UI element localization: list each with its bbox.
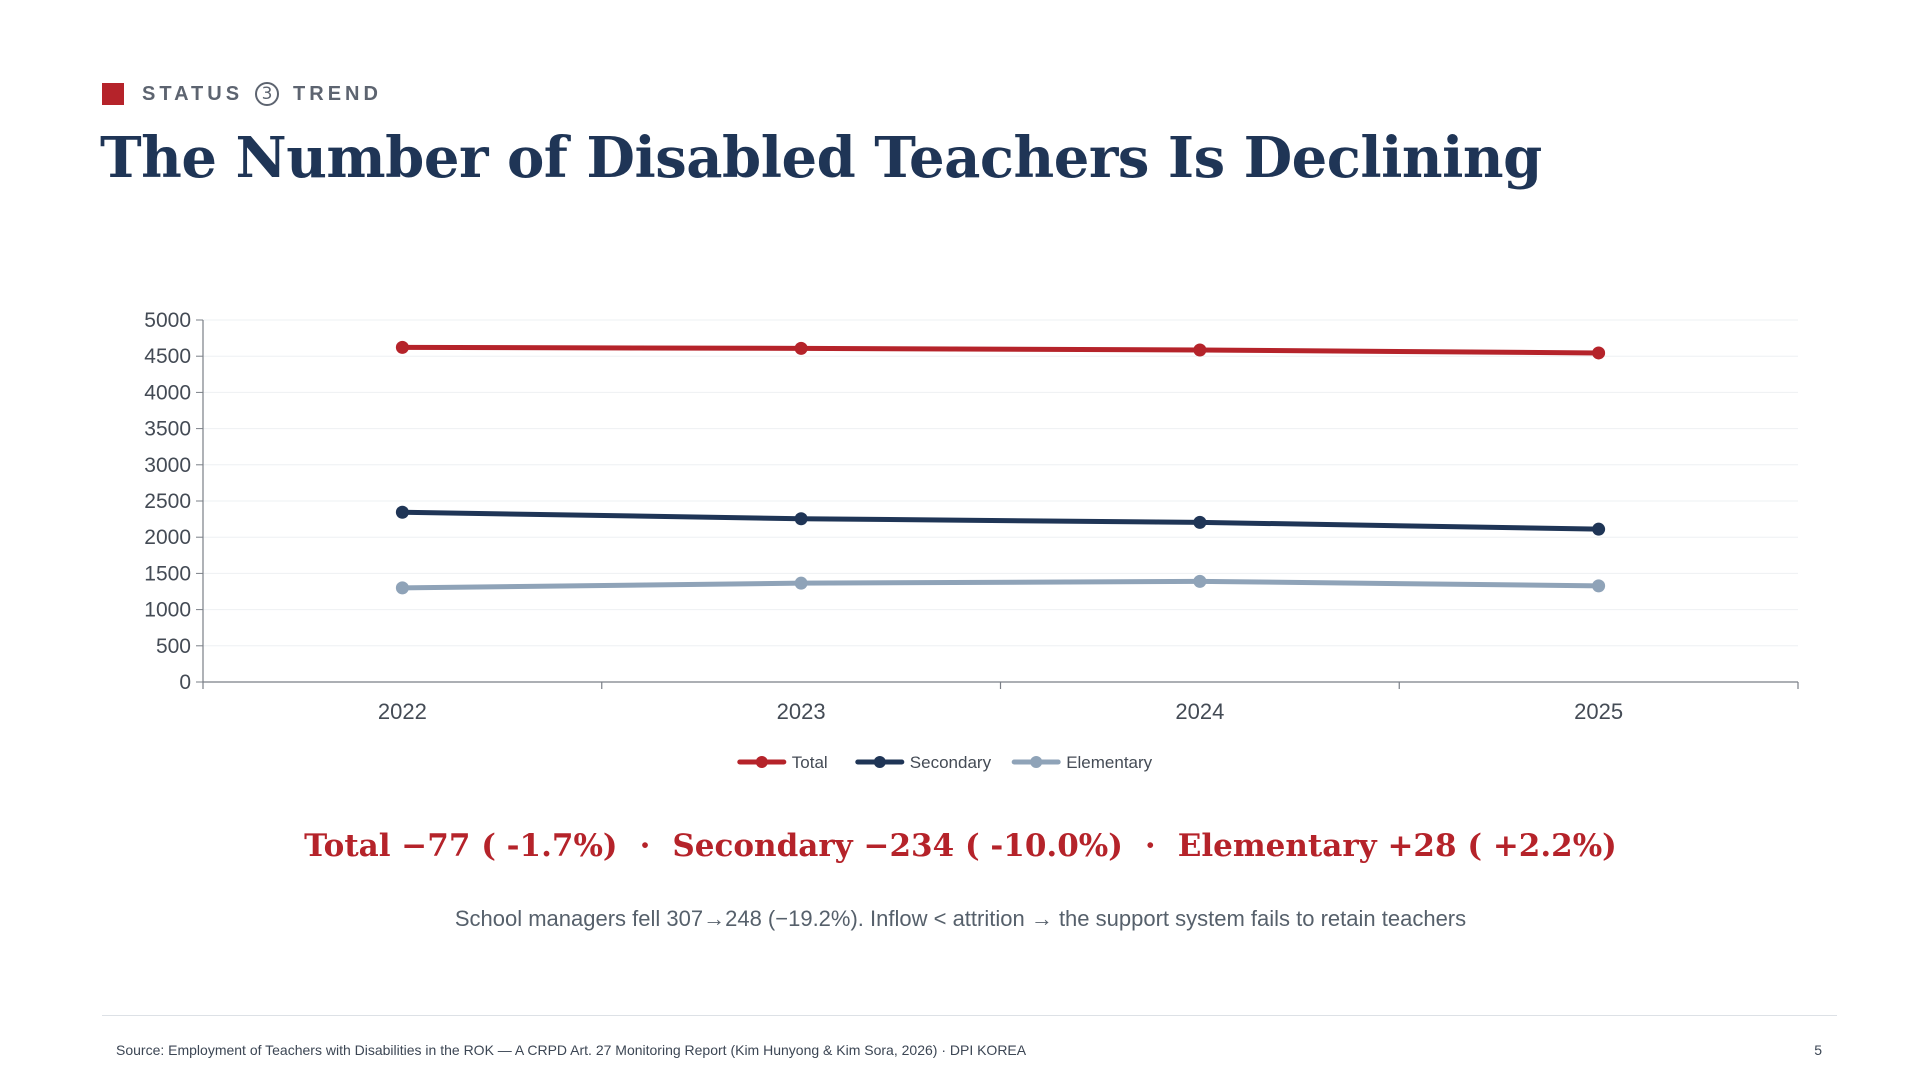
- summary-total: Total −77 ( -1.7%): [304, 828, 618, 864]
- y-tick-label: 4500: [144, 345, 191, 368]
- data-point-total: [794, 341, 808, 355]
- page-number: 5: [1814, 1042, 1822, 1058]
- data-point-total: [1193, 343, 1207, 357]
- x-tick-label: 2025: [1574, 699, 1623, 724]
- y-tick-label: 4000: [144, 381, 191, 404]
- legend-marker-elementary: [1030, 756, 1043, 768]
- kicker-label-trend: TREND: [293, 82, 382, 105]
- summary-separator: ·: [639, 828, 651, 864]
- x-tick-label: 2023: [777, 699, 826, 724]
- kicker-square-icon: [102, 83, 124, 105]
- y-tick-label: 500: [156, 635, 191, 658]
- x-tick-label: 2024: [1175, 699, 1224, 724]
- legend-label-elementary: Elementary: [1066, 753, 1152, 772]
- summary-secondary: Secondary −234 ( -10.0%): [672, 828, 1123, 864]
- summary-stats: Total −77 ( -1.7%) · Secondary −234 ( -10.…: [0, 828, 1921, 864]
- data-point-total: [1592, 346, 1606, 360]
- kicker-label-status: STATUS: [142, 82, 244, 105]
- data-point-elementary: [1592, 579, 1606, 593]
- summary-note: School managers fell 307→248 (−19.2%). I…: [454, 906, 1467, 931]
- series-line-secondary: [399, 509, 1602, 532]
- data-point-total: [395, 340, 409, 354]
- y-tick-label: 1000: [144, 599, 191, 622]
- data-point-secondary: [794, 512, 808, 526]
- summary-separator: ·: [1144, 828, 1156, 864]
- y-tick-label: 5000: [144, 309, 191, 332]
- source-citation: Source: Employment of Teachers with Disa…: [116, 1042, 1027, 1058]
- data-point-elementary: [794, 576, 808, 590]
- page-title: The Number of Disabled Teachers Is Decli…: [100, 125, 1542, 191]
- series-line-total: [399, 344, 1602, 356]
- data-point-secondary: [1193, 515, 1207, 529]
- summary-elementary: Elementary +28 ( +2.2%): [1177, 828, 1617, 864]
- data-point-secondary: [1592, 522, 1606, 536]
- data-point-secondary: [395, 505, 409, 519]
- y-tick-label: 0: [179, 671, 191, 694]
- data-point-elementary: [1193, 574, 1207, 588]
- y-tick-label: 3000: [144, 454, 191, 477]
- legend-marker-secondary: [873, 756, 886, 768]
- line-chart: 0 500 1000 1500 2000 2500 3000 3500 4000 4500 5000…: [144, 309, 1799, 772]
- series-line-elementary: [399, 578, 1602, 591]
- kicker-number-badge: 3: [255, 82, 280, 106]
- data-point-elementary: [395, 581, 409, 595]
- footer-divider: [102, 1015, 1837, 1016]
- x-tick-label: 2022: [378, 699, 427, 724]
- y-tick-label: 1500: [144, 562, 191, 585]
- legend-marker-total: [755, 756, 768, 768]
- y-tick-label: 3500: [144, 418, 191, 441]
- section-kicker: STATUS 3 TREND: [102, 80, 382, 108]
- y-tick-label: 2500: [144, 490, 191, 513]
- legend-label-total: Total: [792, 753, 828, 772]
- y-tick-label: 2000: [144, 526, 191, 549]
- legend-label-secondary: Secondary: [910, 753, 992, 772]
